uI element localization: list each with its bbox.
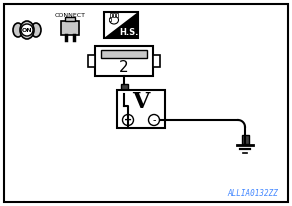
Circle shape — [123, 115, 133, 125]
Ellipse shape — [20, 21, 34, 39]
Text: +: + — [124, 115, 132, 125]
Text: V: V — [132, 91, 150, 113]
Bar — [88, 55, 95, 67]
Bar — [241, 135, 248, 144]
Circle shape — [21, 24, 33, 36]
Text: -: - — [152, 115, 156, 125]
Bar — [109, 18, 111, 21]
Text: 2: 2 — [119, 60, 129, 75]
Circle shape — [149, 115, 159, 125]
Text: CONNECT: CONNECT — [55, 13, 86, 18]
Ellipse shape — [110, 16, 119, 24]
Text: ON: ON — [22, 27, 32, 33]
Bar — [113, 13, 115, 17]
Bar — [153, 55, 160, 67]
Bar — [101, 50, 147, 58]
Text: ALLIA0132ZZ: ALLIA0132ZZ — [227, 189, 278, 198]
Bar — [116, 13, 118, 17]
Bar — [61, 21, 79, 35]
Bar — [117, 90, 165, 128]
Polygon shape — [104, 12, 138, 38]
Bar — [95, 46, 153, 76]
Bar — [121, 84, 128, 94]
Text: H.S.: H.S. — [119, 27, 139, 36]
Bar — [104, 12, 138, 38]
Bar — [65, 17, 75, 21]
Ellipse shape — [13, 23, 23, 37]
Bar — [110, 13, 112, 17]
Ellipse shape — [31, 23, 41, 37]
